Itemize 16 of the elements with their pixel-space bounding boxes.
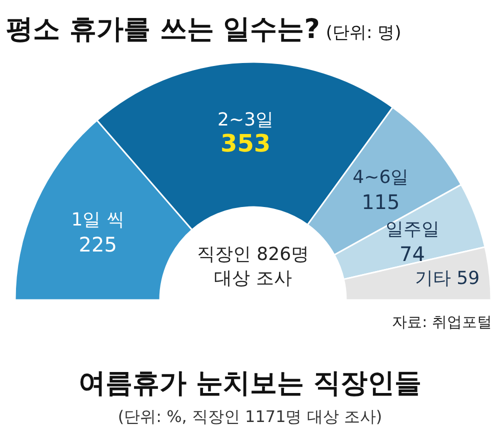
- data-label: 59: [456, 268, 480, 290]
- text: (단위: %, 직장인 1171명 대상 조사): [118, 407, 382, 426]
- data-label: 74: [400, 242, 425, 266]
- slice-label: 2~3일: [218, 110, 274, 131]
- slice-label: 기타: [414, 268, 451, 290]
- data-label: 353: [220, 130, 271, 158]
- data-label: 225: [78, 232, 117, 256]
- slice-label: 1일 씩: [71, 209, 124, 230]
- data-label: 115: [362, 190, 400, 214]
- text: 직장인 826명 대상 조사: [196, 244, 310, 289]
- text: 자료: 취업포털: [392, 313, 492, 331]
- chart-title: 평소 휴가를 쓰는 일수는?: [6, 14, 320, 45]
- text: 여름휴가 눈치보는 직장인들: [78, 368, 422, 399]
- slice-label: 일주일: [385, 219, 440, 240]
- chart-subtitle: (단위: 명): [326, 23, 402, 43]
- slice-label: 4~6일: [352, 166, 409, 188]
